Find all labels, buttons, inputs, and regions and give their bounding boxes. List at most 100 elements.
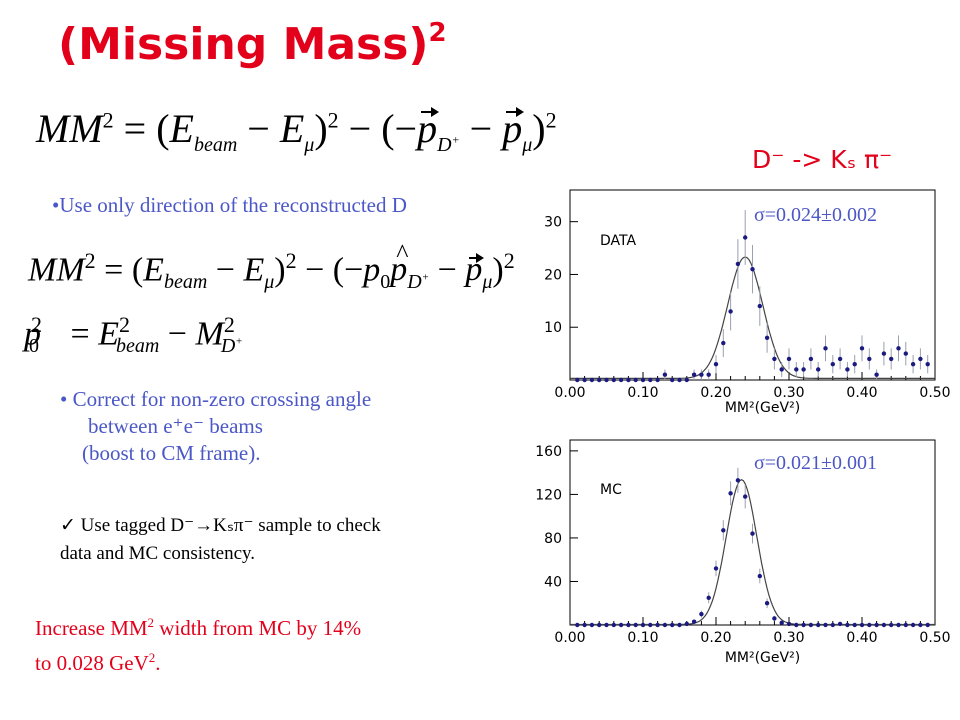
y-tick-label: 30 (544, 215, 562, 231)
plot-frame (569, 189, 936, 381)
data-point (699, 611, 704, 617)
data-point (801, 367, 806, 372)
data-point (589, 377, 595, 383)
data-point (896, 622, 901, 628)
data-point (670, 377, 675, 383)
data-point (816, 367, 821, 372)
data-point (699, 372, 704, 377)
data-point (845, 367, 850, 372)
data-point (808, 622, 814, 628)
data-point (691, 619, 697, 624)
equation-missing-mass-direction: MM2 = (Ebeam − Eμ)2 − (−p0pD+ − pμ)2 (28, 239, 515, 294)
data-point (677, 377, 682, 383)
y-tick-label: 80 (544, 531, 562, 547)
data-point (721, 528, 726, 533)
plot-label: DATA (600, 233, 636, 249)
sigma-mc-label: σ=0.021±0.001 (754, 452, 878, 474)
data-point (918, 356, 923, 362)
data-point (582, 622, 587, 628)
data-point (794, 622, 799, 628)
data-point (903, 622, 908, 628)
data-point (640, 377, 646, 383)
data-point (706, 372, 711, 377)
data-point (874, 622, 879, 628)
data-point (640, 622, 646, 628)
data-point (626, 377, 631, 383)
data-point (896, 346, 901, 351)
data-point (633, 377, 638, 383)
data-point (713, 566, 719, 571)
data-point (816, 622, 821, 628)
data-point (830, 361, 835, 367)
data-point (597, 377, 602, 383)
data-point (582, 377, 587, 383)
data-point (655, 622, 660, 628)
x-axis-label: MM²(GeV²) (725, 400, 800, 416)
sigma-data-label: σ=0.024±0.002 (754, 204, 878, 226)
data-point (648, 622, 653, 628)
data-point (626, 622, 631, 628)
data-point (735, 261, 741, 267)
data-point (757, 303, 762, 309)
x-tick-label: 0.10 (627, 630, 658, 646)
data-point (589, 622, 595, 628)
mc-plot: 0.00 0.10 0.20 0.30 0.40 0.50 40 80 120 160 MM²(Ge… (535, 439, 951, 666)
data-point (859, 622, 865, 628)
data-point (691, 372, 697, 377)
decay-label: D⁻ -> Kₛ π⁻ (752, 145, 893, 174)
data-point (874, 372, 879, 377)
data-point (889, 622, 894, 628)
data-point (830, 622, 835, 628)
data-point (859, 346, 865, 351)
x-tick-label: 0.50 (919, 385, 950, 401)
x-tick-label: 0.20 (700, 385, 731, 401)
plot-frame (569, 439, 936, 626)
data-point (845, 622, 850, 628)
data-point (648, 377, 653, 383)
data-point (728, 309, 733, 314)
y-tick-label: 20 (544, 267, 562, 283)
data-point (764, 601, 770, 606)
data-point (662, 372, 668, 377)
x-tick-label: 0.10 (627, 385, 658, 401)
y-tick-label: 160 (535, 444, 562, 460)
data-point (903, 351, 908, 356)
data-point (801, 622, 806, 628)
x-axis-label: MM²(GeV²) (725, 650, 800, 666)
data-point (611, 377, 616, 383)
data-point (779, 620, 784, 626)
data-point (852, 622, 857, 628)
data-point (757, 573, 762, 579)
data-point (575, 377, 580, 383)
data-point (684, 621, 689, 627)
data-point (925, 622, 930, 628)
data-point (706, 595, 711, 600)
data-plot: 0.00 0.10 0.20 0.30 0.40 0.50 10 20 30 MM²(GeV²) D… (544, 189, 951, 416)
fit-curve (570, 479, 935, 626)
data-point (823, 622, 828, 628)
y-tick-label: 40 (544, 574, 562, 590)
data-point (889, 356, 894, 362)
x-tick-label: 0.20 (700, 630, 731, 646)
data-point (772, 356, 777, 362)
y-tick-label: 120 (535, 487, 562, 503)
data-point (743, 494, 748, 499)
x-tick-label: 0.30 (773, 385, 804, 401)
conclusion-text: Increase MM2 width from MC by 14% to 0.0… (35, 615, 362, 675)
data-point (618, 622, 624, 628)
data-point (604, 377, 609, 383)
data-point (852, 361, 857, 367)
data-point (670, 622, 675, 628)
data-point (633, 622, 638, 628)
x-tick-label: 0.30 (773, 630, 804, 646)
data-point (786, 621, 792, 627)
data-point (728, 491, 733, 496)
bullet-direction: •Use only direction of the reconstructed… (52, 193, 407, 217)
data-point (772, 616, 777, 621)
x-tick-label: 0.40 (846, 630, 877, 646)
data-point (655, 377, 660, 383)
check-item-tagged-sample: ✓ Use tagged D⁻→Kₛπ⁻ sample to check dat… (60, 515, 381, 564)
data-point (918, 622, 923, 628)
data-point (837, 621, 843, 627)
